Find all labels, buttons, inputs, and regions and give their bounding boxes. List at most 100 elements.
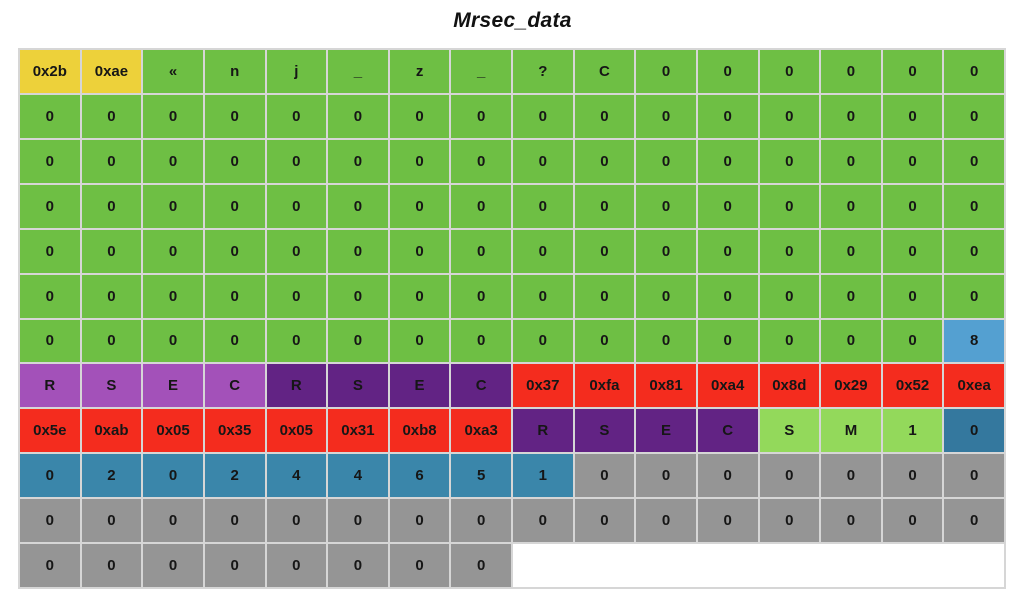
grid-cell: 0x35 [204,409,265,453]
grid-cell: 0x29 [821,364,881,408]
grid-cell: C [697,409,758,453]
grid-cell: 0 [697,50,758,93]
grid-cell: 2 [204,454,265,498]
grid-cell: 0 [266,274,327,318]
grid-cell: 0 [697,454,758,498]
grid-cell: 0x2b [20,50,80,93]
grid-cell: 0 [944,274,1004,318]
data-table-border: 0x2b 0xae «n j _ z _? C 0 0 0 0 0 0 0 0 0 0 0 0 0 0 0 0 0 0 0 0 0 0 0 0… [18,48,1006,589]
grid-cell: 0 [266,499,327,543]
grid-cell: 0 [574,139,635,183]
grid-cell: 0 [636,184,696,228]
grid-cell: C [574,50,635,93]
grid-cell: 0 [389,499,450,543]
grid-cell: 0 [513,319,573,363]
grid-cell: 0 [81,229,142,273]
grid-cell: 0 [513,184,573,228]
grid-cell: 0 [882,454,943,498]
grid-cell: 0 [697,229,758,273]
grid-cell: 0 [882,499,943,543]
grid-cell: 0x81 [636,364,696,408]
grid-cell: 0 [81,319,142,363]
grid-cell: 0 [328,544,388,587]
grid-cell: 0 [513,274,573,318]
grid-cell: 4 [328,454,388,498]
grid-cell: 0 [882,94,943,138]
grid-cell: n [204,50,265,93]
grid-cell: 0 [389,544,450,587]
grid-cell: 0 [81,184,142,228]
grid-cell: 0 [451,319,511,363]
grid-cell: 0 [574,319,635,363]
grid-cell: 0 [389,94,450,138]
grid-cell: 0 [944,184,1004,228]
grid-cell: 0 [636,139,696,183]
grid-cell: 0 [944,229,1004,273]
grid-cell: 0 [759,454,820,498]
grid-cell: 0 [204,499,265,543]
grid-cell: 0 [266,94,327,138]
grid-cell: 0 [328,94,388,138]
grid-cell: 0 [759,499,820,543]
grid-cell: S [328,364,388,408]
grid-cell: 0 [451,229,511,273]
grid-cell: 0 [697,184,758,228]
grid-cell: 0 [759,94,820,138]
grid-cell: 0 [944,94,1004,138]
grid-cell: 0xab [81,409,142,453]
grid-cell: 0 [944,50,1004,93]
grid-cell: 0 [451,544,511,587]
grid-cell: 0 [759,184,820,228]
grid-cell: 0 [389,229,450,273]
grid-cell: 0 [389,139,450,183]
grid-cell: 0 [821,184,881,228]
grid-cell: 0x05 [143,409,203,453]
grid-cell: 0 [451,499,511,543]
grid-cell: 0 [882,229,943,273]
grid-cell: 0 [759,319,820,363]
grid-cell: 0 [328,274,388,318]
grid-cell: 0 [759,274,820,318]
grid-cell: 0 [759,229,820,273]
grid-cell: 0 [636,499,696,543]
grid-cell: 0 [328,139,388,183]
grid-cell: 0 [697,94,758,138]
grid-cell: 0 [574,229,635,273]
grid-cell: 0xb8 [389,409,450,453]
grid-cell: 0 [328,499,388,543]
grid-cell: 0 [204,229,265,273]
grid-cell: 0 [204,274,265,318]
grid-cell: 0 [143,229,203,273]
grid-cell: 0 [944,409,1004,453]
grid-cell: 0 [944,139,1004,183]
grid-cell: 0 [81,139,142,183]
grid-cell: 0 [821,94,881,138]
grid-cell: 0 [759,50,820,93]
grid-cell: 0 [636,94,696,138]
grid-cell: R [266,364,327,408]
grid-cell: 0 [697,499,758,543]
grid-cell: R [20,364,80,408]
grid-cell: 0 [821,50,881,93]
grid-cell: 0 [143,544,203,587]
grid-cell: 0 [513,139,573,183]
grid-cell: 0 [328,229,388,273]
grid-cell: 1 [513,454,573,498]
grid-cell: 0 [389,184,450,228]
grid-cell: 0 [513,229,573,273]
grid-cell: 0 [636,229,696,273]
grid-cell: 0 [574,94,635,138]
grid-cell: 6 [389,454,450,498]
grid-cell: 0 [697,139,758,183]
grid-cell: 0x5e [20,409,80,453]
grid-cell: 2 [81,454,142,498]
grid-cell: 8 [944,319,1004,363]
grid-cell: 0 [20,184,80,228]
grid-cell: 0 [882,319,943,363]
grid-cell: S [81,364,142,408]
grid-cell: « [143,50,203,93]
grid-cell: 0 [821,274,881,318]
grid-cell: 0 [20,94,80,138]
grid-cell: 0 [20,499,80,543]
grid-cell: 0 [81,94,142,138]
